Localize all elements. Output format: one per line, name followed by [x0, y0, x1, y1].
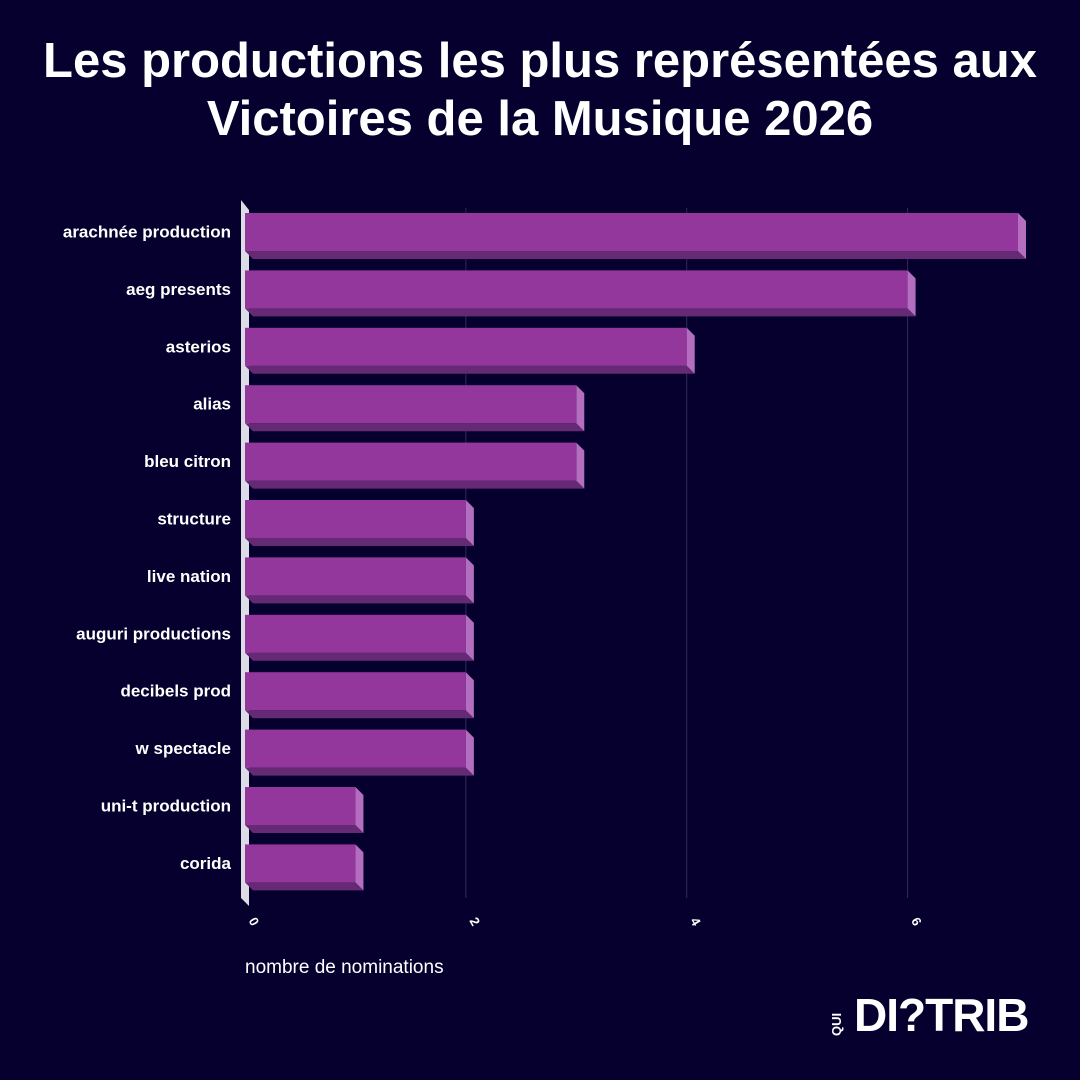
- category-label: uni-t production: [101, 796, 231, 815]
- y-axis-wall: [241, 200, 249, 906]
- bar-side-face: [465, 672, 474, 719]
- bar: [245, 557, 474, 604]
- bar-side-face: [465, 500, 474, 546]
- bar-front-face: [245, 614, 466, 653]
- bar-bottom-face: [245, 308, 916, 317]
- gridlines: [465, 208, 909, 898]
- bar-side-face: [576, 385, 585, 432]
- bar-bottom-face: [245, 825, 364, 833]
- category-label: bleu citron: [144, 452, 231, 471]
- chart-title: Les productions les plus représentées au…: [43, 34, 1037, 146]
- bar-bottom-face: [245, 652, 474, 661]
- bar-front-face: [245, 557, 466, 596]
- bar-front-face: [245, 844, 356, 883]
- bar-front-face: [245, 385, 577, 424]
- brand-logo-text: DI?TRIB: [854, 989, 1029, 1041]
- x-tick-labels: 0 2 4 6: [246, 915, 925, 929]
- bar-side-face: [576, 442, 585, 489]
- category-label: w spectacle: [135, 739, 231, 758]
- bar: [245, 787, 364, 833]
- bar-side-face: [465, 557, 474, 604]
- bar: [245, 672, 474, 719]
- bar: [245, 844, 364, 891]
- category-label: live nation: [147, 567, 231, 586]
- brand-logo-stacked-text: QUI: [829, 1012, 844, 1036]
- bar-side-face: [907, 270, 916, 317]
- bar-front-face: [245, 270, 908, 309]
- y-axis: [241, 200, 249, 906]
- category-label: alias: [193, 395, 231, 414]
- brand-logo: QUI DI?TRIB: [828, 990, 1038, 1040]
- bar-side-face: [1018, 213, 1026, 259]
- bar-front-face: [245, 672, 466, 711]
- bar: [245, 500, 474, 546]
- x-tick-label: 4: [687, 915, 704, 929]
- bar-side-face: [355, 787, 364, 833]
- bar: [245, 614, 474, 661]
- bar: [245, 385, 585, 432]
- bar-bottom-face: [245, 767, 474, 776]
- bar: [245, 213, 1026, 259]
- bar-bottom-face: [245, 595, 474, 604]
- bar-side-face: [686, 327, 695, 374]
- bar-bottom-face: [245, 251, 1026, 259]
- bar-front-face: [245, 327, 687, 366]
- category-label: arachnée production: [63, 222, 231, 241]
- bars: [245, 213, 1026, 891]
- bar-bottom-face: [245, 538, 474, 546]
- bar-bottom-face: [245, 882, 364, 891]
- bar-front-face: [245, 500, 466, 538]
- bar-bottom-face: [245, 365, 695, 374]
- x-tick-label: 0: [246, 915, 263, 929]
- category-label: asterios: [166, 337, 231, 356]
- x-axis-title: nombre de nominations: [245, 957, 444, 978]
- bar: [245, 729, 474, 776]
- bar-front-face: [245, 213, 1018, 251]
- x-tick-label: 6: [908, 915, 925, 929]
- category-labels: arachnée production aeg presents asterios a…: [63, 222, 232, 872]
- bar: [245, 327, 695, 374]
- bar-bottom-face: [245, 423, 585, 432]
- bar: [245, 270, 916, 317]
- category-label: auguri productions: [76, 624, 231, 643]
- bar-side-face: [355, 844, 364, 891]
- bar: [245, 442, 585, 489]
- bar-front-face: [245, 442, 577, 481]
- bar-side-face: [465, 729, 474, 776]
- bar-bottom-face: [245, 710, 474, 719]
- bar-bottom-face: [245, 480, 585, 489]
- bar-front-face: [245, 729, 466, 768]
- bar-side-face: [465, 614, 474, 661]
- category-label: structure: [157, 509, 231, 528]
- category-label: corida: [180, 854, 232, 873]
- category-label: decibels prod: [120, 682, 231, 701]
- bar-front-face: [245, 787, 356, 825]
- category-label: aeg presents: [126, 280, 231, 299]
- x-tick-label: 2: [466, 915, 483, 929]
